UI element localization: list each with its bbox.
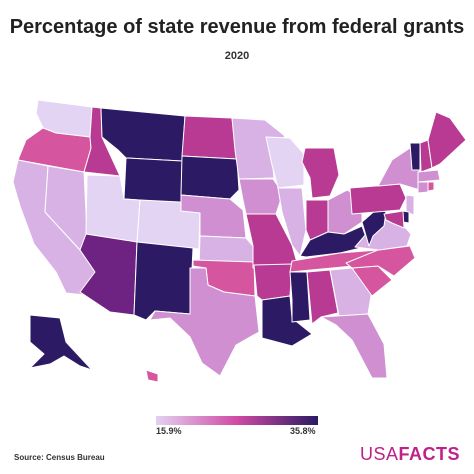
- state-mi: [301, 147, 340, 199]
- state-ms: [289, 271, 311, 323]
- state-wi: [265, 136, 305, 189]
- state-ri: [427, 181, 435, 192]
- source-note: Source: Census Bureau: [14, 453, 105, 462]
- state-la: [261, 295, 313, 347]
- state-ar: [253, 263, 293, 301]
- state-ct: [417, 181, 429, 194]
- state-al: [306, 269, 339, 325]
- state-sd: [180, 155, 240, 200]
- state-co: [136, 199, 201, 250]
- state-me: [427, 111, 467, 169]
- legend-min-label: 15.9%: [156, 426, 182, 436]
- state-nj: [405, 194, 415, 216]
- state-fl: [320, 313, 388, 379]
- chart-title: Percentage of state revenue from federal…: [9, 16, 465, 38]
- state-tx: [149, 267, 260, 377]
- state-ky: [299, 225, 370, 258]
- chart-subtitle: 2020: [224, 50, 250, 62]
- state-vt: [409, 142, 421, 171]
- state-ma: [417, 169, 441, 183]
- state-ak: [29, 314, 93, 371]
- state-mt: [100, 107, 186, 162]
- state-pa: [349, 183, 407, 215]
- state-md: [383, 210, 405, 229]
- legend-color-bar: [156, 416, 318, 425]
- legend-max-label: 35.8%: [290, 426, 316, 436]
- state-hi: [145, 369, 159, 383]
- state-nm: [133, 241, 194, 321]
- state-ia: [238, 178, 284, 215]
- usafacts-logo: USAFACTS: [359, 444, 460, 464]
- state-wy: [123, 157, 183, 204]
- state-nd: [181, 115, 238, 160]
